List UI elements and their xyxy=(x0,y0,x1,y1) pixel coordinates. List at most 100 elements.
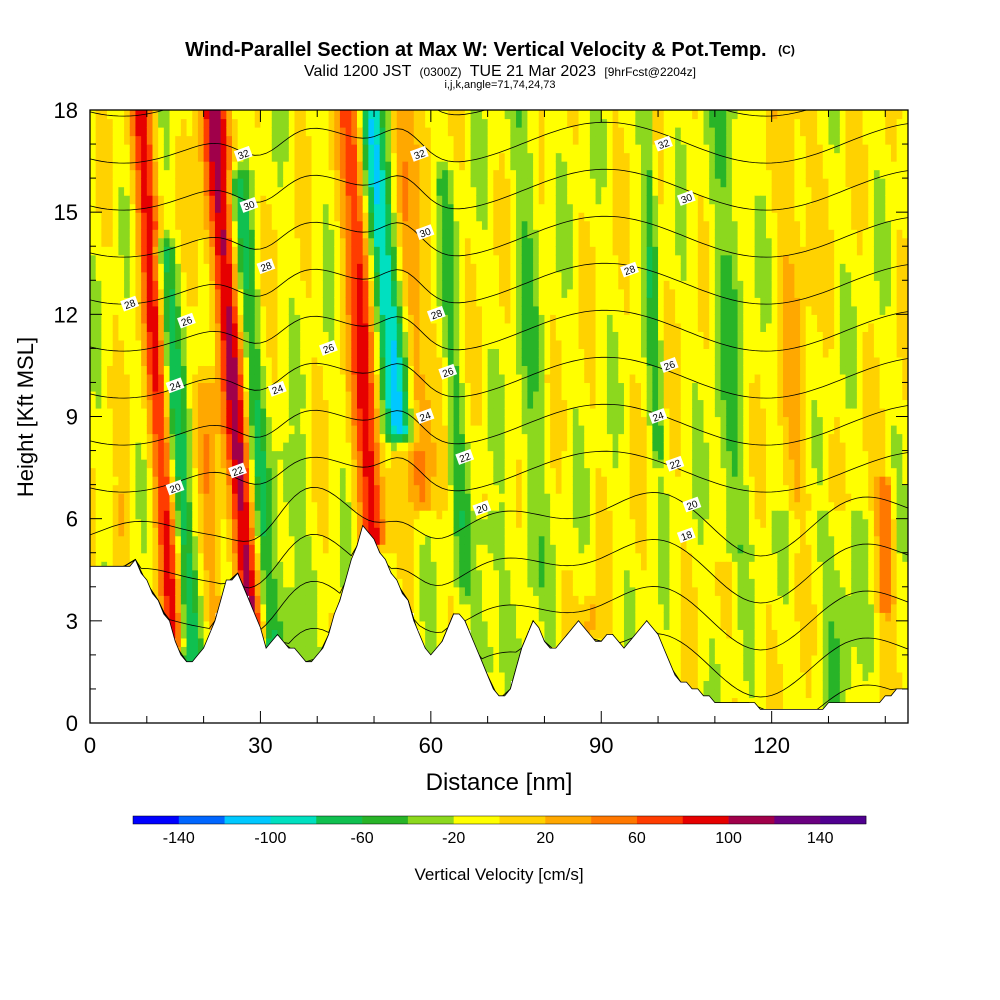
velocity-cell xyxy=(197,314,205,324)
velocity-cell xyxy=(141,152,148,162)
velocity-cell xyxy=(334,288,341,298)
velocity-cell xyxy=(283,305,290,315)
velocity-cell xyxy=(322,127,330,137)
velocity-cell xyxy=(124,373,131,384)
velocity-cell xyxy=(294,433,301,443)
velocity-cell xyxy=(464,356,472,367)
velocity-cell xyxy=(112,442,119,452)
velocity-cell xyxy=(305,612,313,622)
velocity-cell xyxy=(300,535,307,545)
velocity-cell xyxy=(516,288,523,298)
velocity-cell xyxy=(379,280,386,290)
velocity-cell xyxy=(516,246,523,256)
velocity-cell xyxy=(396,467,404,477)
velocity-cell xyxy=(425,569,432,579)
velocity-cell xyxy=(345,135,352,145)
velocity-cell xyxy=(442,297,449,307)
velocity-cell xyxy=(555,416,563,426)
velocity-cell xyxy=(402,569,409,579)
velocity-cell xyxy=(220,297,227,307)
velocity-cell xyxy=(277,425,284,435)
velocity-cell xyxy=(141,399,148,409)
velocity-cell xyxy=(402,110,409,120)
velocity-cell xyxy=(152,544,159,554)
velocity-cell xyxy=(260,459,267,469)
velocity-cell xyxy=(521,552,528,562)
velocity-cell xyxy=(95,186,102,196)
velocity-cell xyxy=(385,254,392,264)
velocity-cell xyxy=(186,263,193,273)
velocity-cell xyxy=(305,220,313,230)
velocity-cell xyxy=(95,544,102,554)
velocity-cell xyxy=(175,586,182,596)
velocity-cell xyxy=(351,390,358,401)
velocity-cell xyxy=(203,442,210,452)
velocity-cell xyxy=(527,518,534,528)
velocity-cell xyxy=(351,118,358,128)
velocity-cell xyxy=(197,450,205,460)
velocity-cell xyxy=(311,305,318,315)
velocity-cell xyxy=(288,586,296,596)
velocity-cell xyxy=(379,161,386,171)
velocity-cell xyxy=(192,399,199,409)
velocity-cell xyxy=(544,135,551,145)
velocity-cell xyxy=(339,399,347,409)
velocity-cell xyxy=(499,467,506,477)
velocity-cell xyxy=(197,322,205,332)
velocity-cell xyxy=(322,535,330,545)
velocity-cell xyxy=(408,254,415,264)
velocity-cell xyxy=(527,493,534,503)
velocity-cell xyxy=(334,110,341,120)
velocity-cell xyxy=(436,382,443,392)
velocity-cell xyxy=(339,561,347,571)
velocity-cell xyxy=(459,390,466,401)
velocity-cell xyxy=(493,314,500,324)
velocity-cell xyxy=(220,254,227,264)
velocity-cell xyxy=(555,620,563,630)
velocity-cell xyxy=(254,373,262,384)
velocity-cell xyxy=(436,390,443,401)
velocity-cell xyxy=(186,178,193,188)
velocity-cell xyxy=(374,459,381,469)
velocity-cell xyxy=(311,501,318,511)
velocity-cell xyxy=(311,212,318,222)
velocity-cell xyxy=(442,186,449,196)
velocity-cell xyxy=(351,416,358,426)
velocity-cell xyxy=(464,612,472,622)
velocity-cell xyxy=(419,178,426,188)
velocity-cell xyxy=(368,195,375,205)
velocity-cell xyxy=(396,135,404,145)
velocity-cell xyxy=(345,544,352,554)
velocity-cell xyxy=(209,178,216,188)
velocity-cell xyxy=(300,450,307,460)
velocity-cell xyxy=(283,510,290,520)
velocity-cell xyxy=(430,212,438,222)
velocity-cell xyxy=(550,186,557,196)
velocity-cell xyxy=(152,246,159,256)
velocity-cell xyxy=(533,254,540,264)
velocity-cell xyxy=(510,527,517,537)
velocity-cell xyxy=(538,501,546,511)
velocity-cell xyxy=(158,467,165,477)
velocity-cell xyxy=(504,450,511,460)
velocity-cell xyxy=(192,476,199,486)
velocity-cell xyxy=(118,399,125,409)
velocity-cell xyxy=(300,178,307,188)
velocity-cell xyxy=(249,127,256,137)
velocity-cell xyxy=(249,467,256,477)
velocity-cell xyxy=(391,552,398,562)
velocity-cell xyxy=(163,161,171,171)
velocity-cell xyxy=(442,305,449,315)
velocity-cell xyxy=(180,569,188,579)
velocity-cell xyxy=(453,288,460,298)
velocity-cell xyxy=(391,527,398,537)
velocity-cell xyxy=(442,595,449,605)
velocity-cell xyxy=(317,620,324,630)
velocity-cell xyxy=(351,510,358,520)
velocity-cell xyxy=(402,586,409,596)
velocity-cell xyxy=(214,161,222,171)
velocity-cell xyxy=(436,407,443,418)
velocity-cell xyxy=(197,527,205,537)
velocity-cell xyxy=(260,527,267,537)
velocity-cell xyxy=(538,135,546,145)
